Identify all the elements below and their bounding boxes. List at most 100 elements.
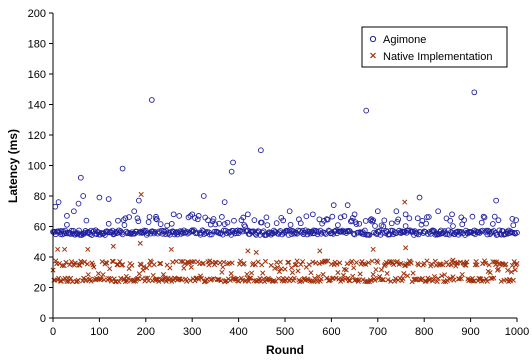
native-point [146, 262, 153, 268]
agimone-point [251, 217, 258, 223]
native-point [85, 246, 91, 252]
agimone-point [131, 208, 138, 215]
agimone-point [416, 194, 423, 201]
native-point [262, 258, 269, 264]
agimone-point [374, 208, 381, 215]
legend-native-label: Native Implementation [383, 51, 492, 63]
agimone-point [372, 223, 378, 229]
agimone-point [351, 211, 358, 218]
native-point [151, 262, 157, 268]
agimone-point [471, 89, 478, 96]
agimone-point [224, 219, 231, 226]
agimone-point [424, 214, 430, 220]
native-point [505, 267, 511, 273]
native-point [403, 245, 409, 251]
agimone-point [457, 230, 464, 236]
native-point [173, 258, 179, 264]
agimone-point [96, 194, 103, 201]
y-tick-label: 140 [28, 100, 46, 112]
native-point [91, 264, 97, 270]
agimone-point [450, 223, 456, 229]
native-point [343, 267, 349, 273]
agimone-point [387, 227, 394, 234]
agimone-point [425, 214, 432, 220]
agimone-point [370, 217, 377, 224]
native-point [408, 260, 414, 266]
native-point [423, 278, 429, 284]
agimone-point [115, 217, 121, 224]
native-point [510, 277, 516, 283]
y-tick-label: 160 [28, 69, 46, 81]
agimone-point [80, 231, 87, 237]
native-point [369, 258, 375, 264]
agimone-point [210, 216, 217, 222]
agimone-point [456, 228, 463, 235]
native-point [481, 277, 487, 283]
native-point [218, 278, 224, 284]
native-point [291, 275, 297, 281]
agimone-point [483, 227, 490, 234]
native-point [248, 275, 254, 281]
agimone-point [135, 218, 142, 225]
native-point [88, 278, 94, 284]
native-point [277, 259, 283, 265]
native-point [431, 273, 437, 280]
y-tick-label: 120 [28, 130, 46, 142]
native-point [300, 259, 306, 265]
native-point [352, 277, 359, 283]
native-point [282, 266, 288, 272]
native-point [163, 278, 169, 284]
native-point [295, 268, 301, 274]
agimone-point [194, 216, 201, 223]
native-point [227, 277, 233, 283]
x-tick-label: 400 [229, 326, 247, 338]
agimone-point [200, 193, 207, 199]
agimone-point [64, 221, 70, 228]
agimone-point [71, 208, 77, 215]
agimone-point [406, 215, 413, 222]
agimone-point [442, 231, 449, 237]
legend-agimone-marker [369, 35, 377, 43]
native-point [512, 267, 518, 273]
agimone-point [311, 230, 318, 236]
y-tick-label: 100 [28, 161, 46, 173]
agimone-point [381, 217, 388, 224]
native-point [440, 262, 446, 268]
native-point [228, 270, 234, 277]
native-point [442, 272, 448, 278]
native-point [384, 270, 390, 277]
native-point [110, 243, 116, 249]
native-point [400, 275, 406, 281]
agimone-point [394, 219, 401, 225]
native-point [474, 262, 480, 268]
legend-box [361, 26, 508, 68]
agimone-point [153, 216, 159, 222]
agimone-point [68, 227, 75, 234]
native-point [310, 259, 316, 265]
agimone-point [245, 211, 251, 218]
y-axis-title: Latency (ms) [6, 129, 20, 203]
agimone-point [297, 220, 304, 227]
native-point [508, 269, 514, 275]
native-point [206, 262, 212, 268]
native-point [244, 271, 250, 277]
native-point [491, 275, 497, 281]
native-point [297, 278, 303, 285]
agimone-point [120, 217, 127, 223]
y-tick-label: 0 [40, 313, 46, 325]
native-point [178, 258, 184, 265]
agimone-point [153, 213, 159, 220]
agimone-point [478, 219, 485, 226]
native-point [158, 261, 164, 267]
legend: Agimone Native Implementation [361, 26, 508, 68]
native-point [464, 259, 470, 265]
native-point [392, 276, 398, 282]
native-point [334, 261, 340, 267]
native-point [398, 260, 404, 266]
native-point [286, 259, 292, 265]
agimone-point [258, 147, 264, 154]
native-point [125, 275, 131, 281]
agimone-point [212, 221, 219, 228]
agimone-point [458, 214, 465, 221]
native-point [75, 277, 81, 283]
